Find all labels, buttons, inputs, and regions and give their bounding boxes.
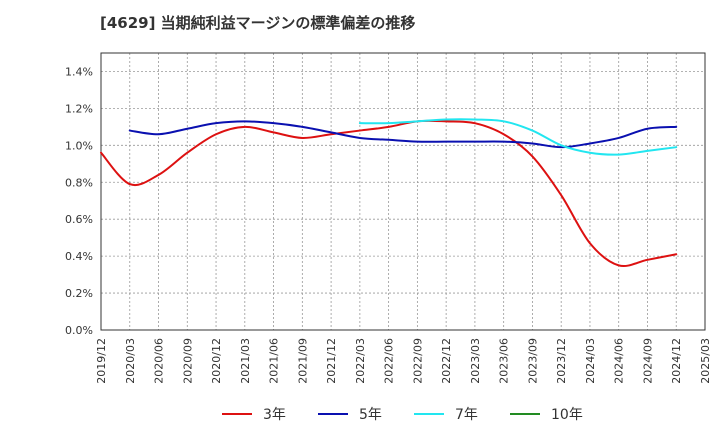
legend-label-2: 5年	[359, 407, 382, 423]
plot-area	[101, 53, 705, 330]
x-tick-label: 2022/03	[354, 338, 367, 384]
x-tick-label: 2022/06	[383, 338, 396, 384]
series-line-1	[100, 119, 678, 268]
x-tick-label: 2023/12	[555, 338, 568, 384]
x-tick-label: 2022/12	[440, 338, 453, 384]
legend-label-1: 3年	[263, 407, 286, 423]
x-tick-label: 2024/09	[641, 338, 654, 384]
x-tick-label: 2024/12	[670, 338, 683, 384]
x-tick-label: 2020/09	[181, 338, 194, 384]
x-tick-label: 2019/12	[95, 338, 108, 384]
x-tick-label: 2024/03	[584, 338, 597, 384]
x-tick-label: 2020/12	[210, 338, 223, 384]
x-tick-label: 2025/03	[699, 338, 712, 384]
y-tick-label: 0.6%	[65, 213, 93, 226]
y-tick-label: 0.8%	[65, 176, 93, 189]
x-tick-label: 2020/06	[153, 338, 166, 384]
y-tick-label: 1.4%	[65, 65, 93, 78]
x-tick-label: 2021/12	[325, 338, 338, 384]
x-tick-label: 2023/09	[526, 338, 539, 384]
chart-title: [4629] 当期純利益マージンの標準偏差の推移	[100, 14, 416, 32]
x-tick-label: 2023/03	[469, 338, 482, 384]
legend-label-3: 7年	[455, 407, 478, 423]
x-tick-label: 2024/06	[613, 338, 626, 384]
series-line-2	[128, 120, 678, 149]
plot-border	[100, 52, 706, 331]
x-tick-label: 2022/09	[411, 338, 424, 384]
x-tick-label: 2021/06	[268, 338, 281, 384]
legend-label-4: 10年	[551, 407, 583, 423]
x-tick-label: 2020/03	[124, 338, 137, 384]
y-tick-label: 0.0%	[65, 324, 93, 337]
y-tick-label: 0.2%	[65, 287, 93, 300]
x-tick-label: 2021/09	[296, 338, 309, 384]
y-tick-label: 1.0%	[65, 139, 93, 152]
y-tick-label: 1.2%	[65, 102, 93, 115]
x-tick-label: 2021/03	[239, 338, 252, 384]
series-line-3	[358, 118, 678, 156]
x-tick-label: 2023/06	[498, 338, 511, 384]
y-tick-label: 0.4%	[65, 250, 93, 263]
